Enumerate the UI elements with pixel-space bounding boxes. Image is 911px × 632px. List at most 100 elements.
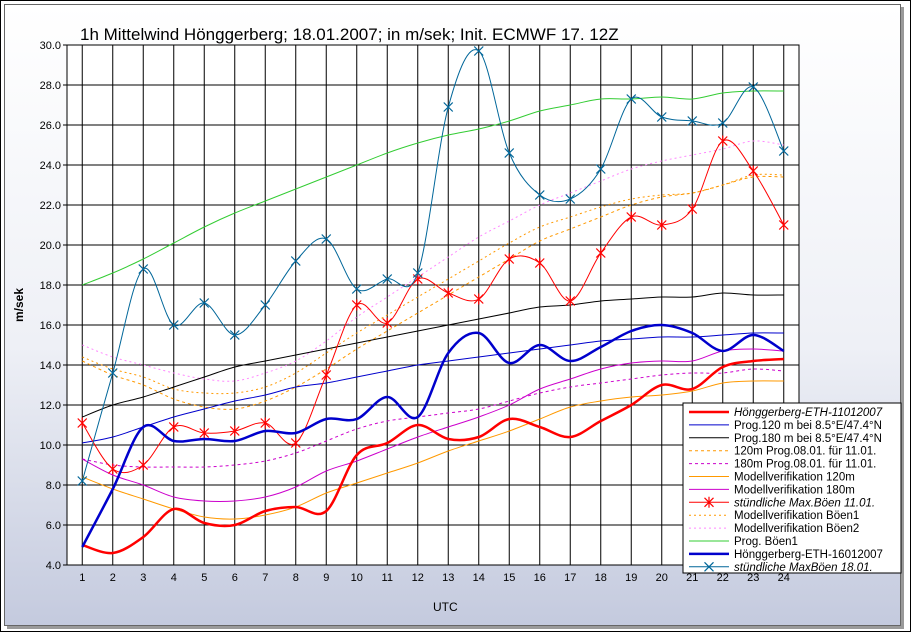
- series-line-1: [82, 332, 784, 444]
- series-7-point: [565, 295, 576, 307]
- y-tick-label: 16.0: [40, 320, 61, 332]
- y-tick-label: 20.0: [40, 240, 61, 252]
- x-tick-label: 12: [412, 572, 424, 584]
- series-12-point: [138, 264, 149, 274]
- series-7-point: [748, 165, 759, 177]
- y-tick-label: 22.0: [40, 200, 61, 212]
- x-tick-label: 20: [656, 572, 668, 584]
- series-12-point: [351, 284, 362, 294]
- series-7-point: [77, 417, 88, 429]
- x-tick-label: 17: [564, 572, 576, 584]
- series-7-point: [321, 369, 332, 381]
- x-tick-label: 22: [717, 572, 729, 584]
- legend-label-10: Prog. Böen1: [734, 536, 798, 548]
- series-7-point: [626, 211, 637, 223]
- series-7-point: [229, 425, 240, 437]
- x-tick-label: 2: [110, 572, 116, 584]
- x-tick-label: 18: [595, 572, 607, 584]
- series-12-point: [473, 46, 484, 56]
- series-line-8: [82, 173, 784, 395]
- legend-label-3: 120m Prog.08.01. für 11.01.: [734, 446, 876, 458]
- legend-label-5: Modellverifikation 120m: [734, 472, 855, 484]
- series-12-point: [168, 320, 179, 330]
- series-line-0: [81, 357, 784, 555]
- series-12-point: [565, 194, 576, 204]
- series-12-point: [260, 300, 271, 310]
- series-12-point: [77, 476, 88, 486]
- y-tick-label: 10.0: [40, 440, 61, 452]
- y-tick-label: 18.0: [40, 280, 61, 292]
- y-axis-label: m/sek: [12, 288, 26, 322]
- x-tick-label: 11: [382, 572, 393, 584]
- series-12-point: [412, 268, 423, 278]
- series-12-point: [717, 118, 728, 128]
- series-12-point: [107, 368, 118, 378]
- x-tick-label: 15: [503, 572, 515, 584]
- x-tick-label: 13: [442, 572, 454, 584]
- x-tick-label: 10: [351, 572, 363, 584]
- series-12-point: [656, 112, 667, 122]
- series-line-5: [82, 380, 784, 520]
- series-7-point: [656, 219, 667, 231]
- legend-marker-12: [704, 561, 714, 572]
- series-7-point: [351, 299, 362, 311]
- chart-title: 1h Mittelwind Hönggerberg; 18.01.2007; i…: [80, 25, 619, 44]
- series-12-point: [687, 116, 698, 126]
- legend-label-2: Prog.180 m bei 8.5°E/47.4°N: [734, 433, 882, 445]
- series-12-point: [443, 102, 454, 112]
- x-tick-label: 14: [473, 572, 485, 584]
- y-tick-label: 28.0: [40, 80, 61, 92]
- series-12-point: [229, 330, 240, 340]
- x-tick-label: 19: [625, 572, 637, 584]
- series-7-point: [260, 417, 271, 429]
- y-tick-label: 14.0: [40, 360, 61, 372]
- series-line-10: [82, 90, 784, 286]
- series-line-4: [82, 368, 784, 468]
- plot-area: 4.0 6.0 8.0 10.0 12.0 14.0 16.0 18.0 20.0 22.0 24.…: [40, 40, 800, 584]
- series-12-point: [321, 234, 332, 244]
- series-7-point: [504, 253, 515, 265]
- series-7-point: [107, 463, 118, 475]
- series-7-point: [534, 257, 545, 269]
- x-tick-label: 5: [201, 572, 207, 584]
- legend-box: [682, 402, 902, 574]
- legend-label-9: Modellverifikation Böen2: [734, 523, 859, 535]
- series-7-point: [168, 421, 179, 433]
- series-7-point: [778, 219, 789, 231]
- plot-background: [66, 44, 800, 566]
- x-tick-label: 8: [293, 572, 299, 584]
- series-7-point: [290, 437, 301, 449]
- legend-label-1: Prog.120 m bei 8.5°E/47.4°N: [734, 420, 882, 432]
- y-tick-label: 26.0: [40, 120, 61, 132]
- series-12-point: [290, 256, 301, 266]
- x-tick-label: 4: [171, 572, 177, 584]
- legend-label-0: Hönggerberg-ETH-11012007: [734, 407, 883, 419]
- legend-label-6: Modellverifikation 180m: [734, 484, 855, 496]
- series-12-point: [199, 298, 210, 308]
- series-12-point: [778, 146, 789, 156]
- x-tick-label: 9: [323, 572, 329, 584]
- x-tick-label: 24: [778, 572, 790, 584]
- y-tick-label: 30.0: [40, 40, 61, 52]
- series-12-point: [534, 190, 545, 200]
- legend-label-8: Modellverifikation Böen1: [734, 510, 859, 522]
- series-7-point: [473, 293, 484, 305]
- series-line-3: [82, 175, 784, 410]
- legend-label-12: stündliche MaxBöen 18.01.: [734, 562, 873, 574]
- x-tick-label: 3: [140, 572, 146, 584]
- y-tick-label: 24.0: [40, 160, 61, 172]
- y-tick-label: 6.0: [46, 520, 61, 532]
- legend-label-4: 180m Prog.08.01. für 11.01.: [734, 459, 876, 471]
- x-tick-label: 23: [747, 572, 759, 584]
- series-12-point: [504, 148, 515, 158]
- legend-label-11: Hönggerberg-ETH-16012007: [734, 549, 883, 561]
- y-tick-label: 4.0: [46, 560, 61, 572]
- series-12-point: [382, 274, 393, 284]
- series-12-point: [748, 82, 759, 92]
- series-line-2: [82, 292, 784, 418]
- series-7-point: [687, 203, 698, 215]
- y-tick-label: 12.0: [40, 400, 61, 412]
- series-7-point: [595, 247, 606, 259]
